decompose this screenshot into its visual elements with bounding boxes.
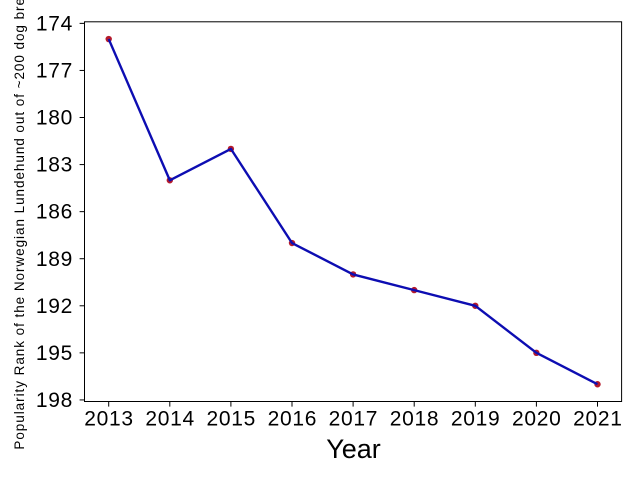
svg-text:2013: 2013 xyxy=(84,407,134,430)
svg-text:Year: Year xyxy=(326,434,381,464)
svg-text:2014: 2014 xyxy=(145,407,195,430)
svg-text:192: 192 xyxy=(36,295,73,318)
svg-text:195: 195 xyxy=(36,342,73,365)
svg-text:183: 183 xyxy=(36,154,73,177)
svg-text:2019: 2019 xyxy=(451,407,501,430)
svg-text:Popularity Rank of the Norwegi: Popularity Rank of the Norwegian Lundehu… xyxy=(12,0,27,450)
svg-text:2021: 2021 xyxy=(573,407,623,430)
svg-text:180: 180 xyxy=(36,107,73,130)
svg-text:2020: 2020 xyxy=(512,407,562,430)
svg-text:2016: 2016 xyxy=(268,407,318,430)
svg-text:174: 174 xyxy=(36,12,73,35)
svg-text:2018: 2018 xyxy=(390,407,440,430)
svg-text:189: 189 xyxy=(36,248,73,271)
svg-text:2017: 2017 xyxy=(329,407,379,430)
svg-text:2015: 2015 xyxy=(206,407,256,430)
svg-text:177: 177 xyxy=(36,60,73,83)
svg-text:186: 186 xyxy=(36,201,73,224)
svg-text:198: 198 xyxy=(36,389,73,412)
